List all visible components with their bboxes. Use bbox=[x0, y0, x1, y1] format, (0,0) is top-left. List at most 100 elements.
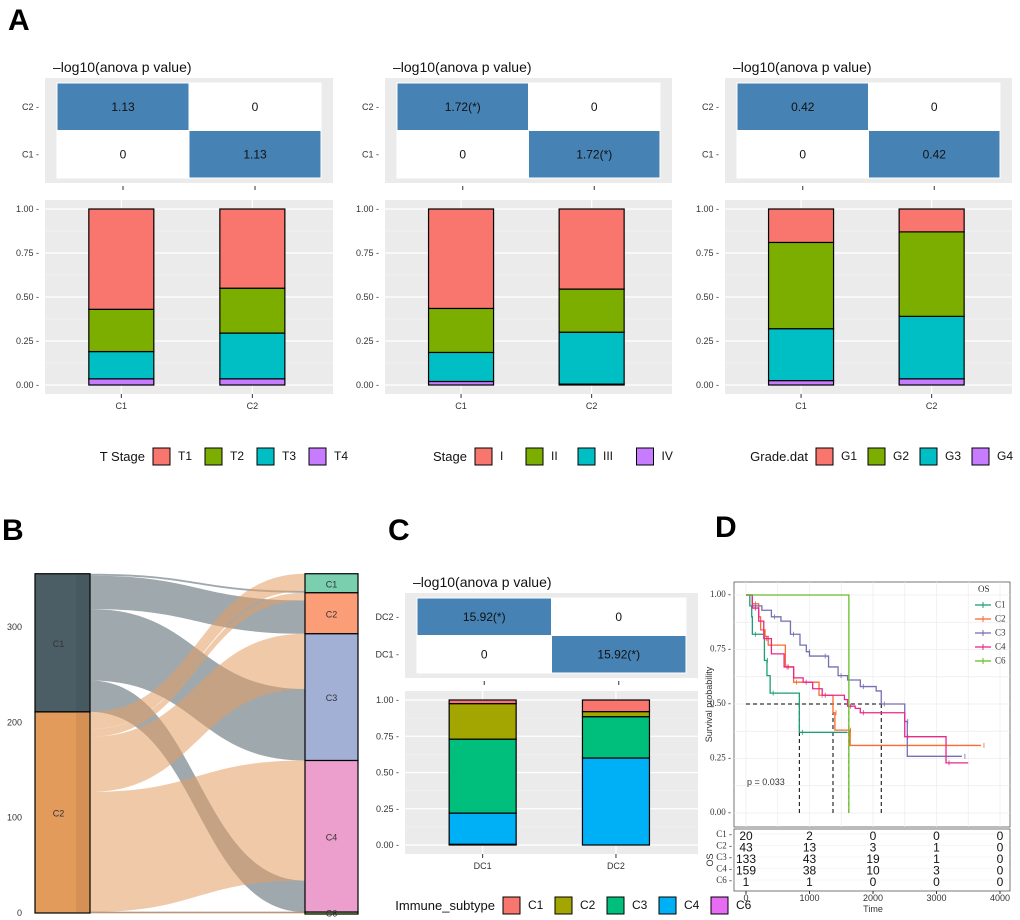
risk-table-row-label: C2 - bbox=[716, 841, 732, 851]
y-tick-label: 1.00 - bbox=[356, 204, 379, 214]
legend-title: Stage bbox=[433, 449, 467, 464]
heatmap-cell bbox=[868, 82, 1001, 131]
y-tick-label: 0.00 - bbox=[356, 380, 379, 390]
legend-swatch-iii bbox=[577, 447, 596, 466]
sankey-node-label: C1 bbox=[326, 579, 338, 589]
legend-swatch-c2 bbox=[554, 896, 573, 915]
risk-table-count: 159 bbox=[736, 864, 756, 878]
x-tick-label: 0 bbox=[743, 893, 748, 903]
x-axis-label: Time bbox=[863, 904, 883, 914]
y-tick-label: 0.25 - bbox=[696, 336, 719, 346]
risk-table-row-label: C3 - bbox=[716, 852, 732, 862]
heatmap-cell-value: 0 bbox=[615, 610, 622, 624]
x-tick-label: 1000 bbox=[799, 893, 819, 903]
risk-table-row-label: C1 - bbox=[716, 829, 732, 839]
y-tick-label: 0.50 - bbox=[356, 292, 379, 302]
x-tick-label: DC2 bbox=[607, 861, 625, 871]
bar-segment-g3 bbox=[898, 315, 965, 380]
sankey-flow bbox=[90, 592, 305, 737]
heatmap-cell-value: 0 bbox=[799, 147, 806, 161]
heatmap-title: –log10(anova p value) bbox=[733, 59, 872, 75]
risk-table-count: 0 bbox=[997, 875, 1004, 889]
risk-table-count: 1 bbox=[933, 852, 940, 866]
bar-segment-t1 bbox=[219, 208, 286, 289]
sankey-node-left bbox=[34, 573, 91, 713]
y-tick-label: 0.50 - bbox=[16, 292, 39, 302]
y-tick-label: 1.00 - bbox=[710, 589, 731, 599]
legend-swatch-t4 bbox=[308, 447, 327, 466]
p-value: p = 0.033 bbox=[747, 777, 785, 787]
x-tick-label: C2 bbox=[247, 401, 259, 411]
sankey-flow bbox=[90, 760, 305, 913]
heatmap-cell bbox=[736, 130, 869, 179]
bar-segment-c3 bbox=[448, 738, 517, 814]
risk-table-row-label: C6 - bbox=[716, 875, 732, 885]
y-tick-label: 0.00 - bbox=[376, 840, 399, 850]
legend-label: T2 bbox=[230, 449, 244, 463]
panel-label-d: D bbox=[715, 511, 737, 544]
sankey-node-label: C2 bbox=[53, 808, 65, 818]
bar-segment-t2 bbox=[219, 287, 286, 334]
legend-label: G3 bbox=[945, 449, 961, 463]
heatmap-row-label: C1 - bbox=[22, 149, 39, 159]
y-tick-label: 0.75 - bbox=[356, 248, 379, 258]
heatmap-row-label: C2 - bbox=[702, 102, 719, 112]
bar-segment-c2 bbox=[581, 710, 651, 718]
risk-table-count: 1 bbox=[933, 841, 940, 855]
heatmap-cell bbox=[56, 130, 190, 179]
legend-swatch-g1 bbox=[815, 447, 834, 466]
risk-table-row-label: C4 - bbox=[716, 864, 732, 874]
heatmap-cell-value: 1.13 bbox=[243, 147, 267, 161]
sankey-flow bbox=[90, 573, 305, 730]
panel-label-b: B bbox=[2, 514, 24, 547]
heatmap-cell bbox=[868, 130, 1001, 179]
bar-segment-t3 bbox=[219, 332, 286, 380]
panel-D: 0.00 - 0.25 - 0.50 - 0.75 - 1.00 - Survival p… bbox=[704, 581, 1011, 914]
legend-swatch-iv bbox=[636, 447, 654, 466]
risk-table-count: 0 bbox=[997, 841, 1004, 855]
bar-segment-g2 bbox=[898, 231, 965, 317]
risk-table-count: 0 bbox=[997, 829, 1004, 843]
panel-A2: –log10(anova p value) C2 - 1.72(*) 0 C1 - 0 1.… bbox=[356, 59, 673, 466]
x-tick-label: C1 bbox=[455, 401, 467, 411]
y-axis-label: Survival probability bbox=[704, 666, 714, 742]
legend-label: C4 bbox=[684, 898, 700, 912]
y-tick-label: 100 bbox=[7, 813, 22, 823]
legend: T Stage T1 T2 T3 T4 bbox=[100, 447, 348, 466]
sankey-flow bbox=[90, 573, 305, 593]
legend-swatch-t2 bbox=[204, 447, 223, 466]
bar-segment-g4 bbox=[767, 380, 835, 386]
legend-label: II bbox=[551, 449, 558, 463]
heatmap-cell bbox=[396, 130, 529, 179]
heatmap-cell bbox=[416, 597, 552, 636]
risk-table-count: 0 bbox=[997, 864, 1004, 878]
legend-swatch-t1 bbox=[152, 447, 171, 466]
legend-label: C6 bbox=[995, 656, 1006, 666]
risk-table-count: 0 bbox=[933, 829, 940, 843]
x-tick-label: 3000 bbox=[926, 893, 946, 903]
legend-label: III bbox=[603, 449, 613, 463]
panel-A3: –log10(anova p value) C2 - 0.42 0 C1 - 0 0.42 0… bbox=[696, 59, 1013, 466]
y-tick-label: 0.25 - bbox=[710, 753, 731, 763]
x-tick-label: C1 bbox=[116, 401, 128, 411]
heatmap-cell bbox=[528, 130, 661, 179]
risk-table-count: 38 bbox=[803, 864, 817, 878]
bar-segment-t2 bbox=[88, 308, 155, 353]
legend-swatch-g3 bbox=[919, 447, 938, 466]
legend-title: Grade.dat bbox=[750, 449, 808, 464]
y-tick-label: 0.50 - bbox=[696, 292, 719, 302]
sankey-flow bbox=[90, 575, 305, 634]
legend-swatch-t3 bbox=[256, 447, 275, 466]
y-tick-label: 0.00 - bbox=[16, 380, 39, 390]
y-tick-label: 200 bbox=[7, 717, 22, 727]
y-tick-label: 0.25 - bbox=[356, 336, 379, 346]
heatmap-row-label: C1 - bbox=[362, 149, 379, 159]
risk-table-count: 0 bbox=[870, 875, 877, 889]
heatmap-cell bbox=[551, 635, 687, 674]
heatmap-cell bbox=[736, 82, 869, 131]
legend-label: G1 bbox=[841, 449, 857, 463]
heatmap-row-label: DC2 - bbox=[375, 612, 399, 622]
sankey-node-label: C2 bbox=[326, 609, 338, 619]
heatmap-cell bbox=[188, 82, 322, 131]
heatmap-cell-value: 15.92(*) bbox=[597, 647, 640, 661]
